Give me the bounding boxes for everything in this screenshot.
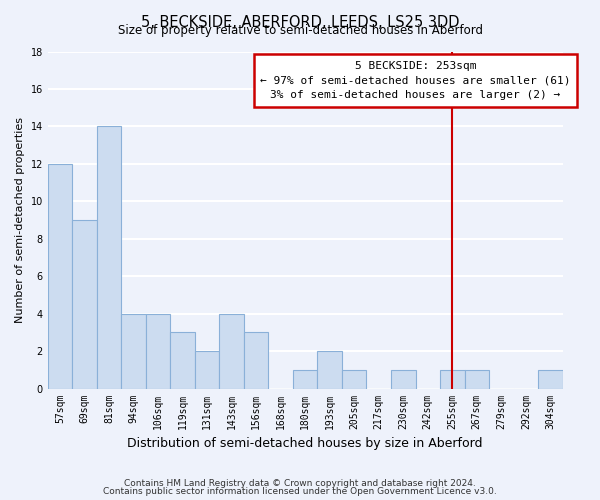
Bar <box>48 164 73 388</box>
Bar <box>195 351 220 389</box>
Text: 5, BECKSIDE, ABERFORD, LEEDS, LS25 3DD: 5, BECKSIDE, ABERFORD, LEEDS, LS25 3DD <box>141 15 459 30</box>
Bar <box>317 351 342 389</box>
Text: Contains public sector information licensed under the Open Government Licence v3: Contains public sector information licen… <box>103 487 497 496</box>
Bar <box>342 370 367 388</box>
Bar <box>538 370 563 388</box>
Text: 5 BECKSIDE: 253sqm
← 97% of semi-detached houses are smaller (61)
3% of semi-det: 5 BECKSIDE: 253sqm ← 97% of semi-detache… <box>260 61 571 100</box>
Text: Contains HM Land Registry data © Crown copyright and database right 2024.: Contains HM Land Registry data © Crown c… <box>124 478 476 488</box>
Bar <box>244 332 268 388</box>
Bar <box>220 314 244 388</box>
Bar <box>97 126 121 388</box>
Bar <box>391 370 416 388</box>
Bar <box>121 314 146 388</box>
Bar <box>293 370 317 388</box>
Bar <box>146 314 170 388</box>
Bar <box>464 370 489 388</box>
Bar <box>170 332 195 388</box>
X-axis label: Distribution of semi-detached houses by size in Aberford: Distribution of semi-detached houses by … <box>127 437 483 450</box>
Bar <box>73 220 97 388</box>
Bar <box>440 370 464 388</box>
Text: Size of property relative to semi-detached houses in Aberford: Size of property relative to semi-detach… <box>118 24 482 37</box>
Y-axis label: Number of semi-detached properties: Number of semi-detached properties <box>15 117 25 323</box>
